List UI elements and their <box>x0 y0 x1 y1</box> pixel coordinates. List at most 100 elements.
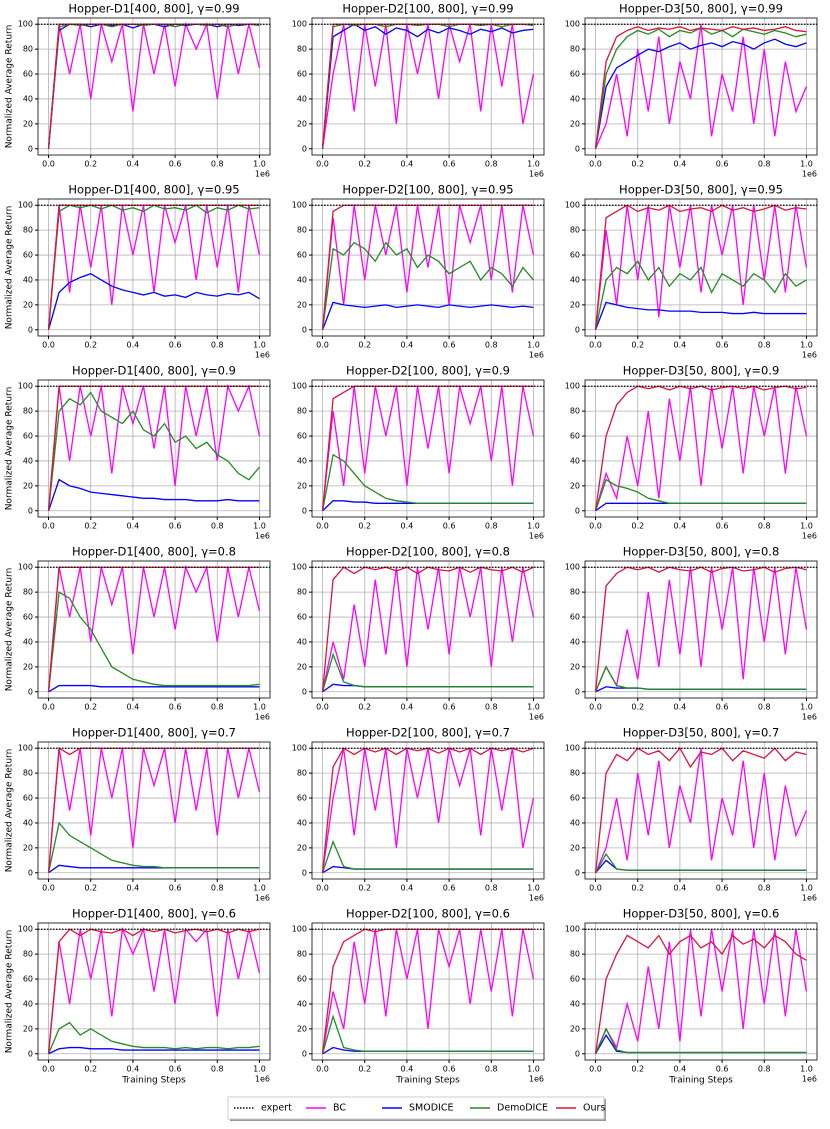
legend-label: Ours <box>583 1103 605 1114</box>
y-tick-label: 100 <box>565 20 580 29</box>
plot-frame <box>311 741 545 880</box>
x-tick-label: 0.6 <box>716 341 729 350</box>
plot-area <box>585 566 817 693</box>
plot-area <box>312 928 544 1055</box>
x-tick-label: 0.2 <box>631 341 644 350</box>
y-tick-label: 100 <box>18 201 33 210</box>
y-tick-label: 60 <box>570 251 580 260</box>
x-tick-label: 1.0 <box>253 160 266 169</box>
series-line <box>321 23 534 149</box>
legend-label: expert <box>261 1103 292 1114</box>
legend-label: DemoDICE <box>497 1103 548 1114</box>
y-tick-label: 40 <box>23 456 33 465</box>
x-tick-label: 0.8 <box>211 884 224 893</box>
series-line <box>594 748 808 874</box>
x-tick-label: 0.0 <box>589 703 602 712</box>
x-tick-label: 0.0 <box>316 703 329 712</box>
x-tick-label: 0.6 <box>443 884 456 893</box>
y-tick-label: 20 <box>23 119 33 128</box>
x-axis-label: Training Steps <box>668 1076 733 1086</box>
x-tick-label: 0.8 <box>485 884 498 893</box>
y-tick-label: 100 <box>565 744 580 753</box>
y-tick-label: 100 <box>292 563 307 572</box>
x-tick-label: 0.4 <box>674 703 687 712</box>
panel-title: Hopper-D3[50, 800], γ=0.7 <box>623 726 780 740</box>
x-tick-label: 0.8 <box>211 522 224 531</box>
y-tick-label: 80 <box>297 407 307 416</box>
plot-frame <box>584 741 818 880</box>
y-tick-label: 60 <box>23 975 33 984</box>
y-tick-label: 80 <box>23 45 33 54</box>
x-tick-label: 0.6 <box>443 703 456 712</box>
x-tick-label: 0.6 <box>169 1065 182 1074</box>
panel-title: Hopper-D3[50, 800], γ=0.6 <box>623 907 780 921</box>
x-tick-label: 0.6 <box>169 341 182 350</box>
y-tick-label: 40 <box>23 637 33 646</box>
y-tick-label: 0 <box>28 687 33 696</box>
y-tick-label: 0 <box>575 868 580 877</box>
x-tick-label: 0.2 <box>358 522 371 531</box>
x-tick-label: 0.0 <box>42 341 55 350</box>
x-tick-label: 0.6 <box>716 703 729 712</box>
plot-area <box>38 383 270 511</box>
y-tick-label: 20 <box>297 119 307 128</box>
series-line <box>321 747 534 873</box>
y-tick-label: 80 <box>570 226 580 235</box>
y-tick-label: 60 <box>23 70 33 79</box>
y-tick-label: 0 <box>302 868 307 877</box>
plot-frame <box>584 922 818 1061</box>
panel-title: Hopper-D2[100, 800], γ=0.6 <box>346 907 510 921</box>
series-line <box>47 21 261 149</box>
panel-title: Hopper-D1[400, 800], γ=0.9 <box>72 364 236 378</box>
x-tick-label: 0.2 <box>358 884 371 893</box>
x-offset-label: 1e6 <box>255 713 270 722</box>
x-tick-label: 0.4 <box>674 884 687 893</box>
plot-area <box>38 564 270 693</box>
x-tick-label: 0.4 <box>401 703 414 712</box>
panel-title: Hopper-D2[100, 800], γ=0.99 <box>342 2 513 16</box>
x-tick-label: 1.0 <box>800 160 813 169</box>
x-tick-label: 0.2 <box>84 1065 97 1074</box>
x-tick-label: 0.4 <box>401 1065 414 1074</box>
x-tick-label: 0.0 <box>316 1065 329 1074</box>
y-axis-label: Normalized Average Return <box>5 930 15 1054</box>
y-tick-label: 100 <box>292 925 307 934</box>
y-tick-label: 20 <box>297 481 307 490</box>
plot-area <box>585 23 817 150</box>
legend-label: BC <box>333 1103 346 1114</box>
series-line <box>594 204 807 330</box>
x-tick-label: 0.2 <box>84 703 97 712</box>
y-tick-label: 60 <box>297 70 307 79</box>
y-tick-label: 60 <box>570 794 580 803</box>
plot-area <box>585 204 817 331</box>
x-tick-label: 0.8 <box>758 341 771 350</box>
panel: Hopper-D3[50, 800], γ=0.8 0 20 40 60 80 100 0.0… <box>565 545 818 722</box>
y-tick-label: 20 <box>570 300 580 309</box>
plot-frame <box>311 198 545 337</box>
y-tick-label: 100 <box>292 744 307 753</box>
y-tick-label: 20 <box>297 300 307 309</box>
series-line <box>321 567 535 692</box>
series-line <box>48 1046 260 1055</box>
series-line <box>47 1021 260 1055</box>
series-line <box>594 934 807 1054</box>
x-tick-label: 0.0 <box>589 160 602 169</box>
y-tick-label: 80 <box>297 769 307 778</box>
x-tick-label: 0.0 <box>42 884 55 893</box>
plot-area <box>312 23 544 149</box>
y-tick-label: 0 <box>302 687 307 696</box>
series-line <box>321 386 535 511</box>
plot-frame <box>584 560 818 699</box>
plot-frame <box>37 17 271 156</box>
x-offset-label: 1e6 <box>529 532 544 541</box>
x-tick-label: 0.8 <box>758 703 771 712</box>
plot-frame <box>37 560 271 699</box>
x-tick-label: 1.0 <box>800 1065 813 1074</box>
panel: Hopper-D2[100, 800], γ=0.99 0 20 40 60 80 100 0… <box>292 2 545 179</box>
x-tick-label: 0.4 <box>674 522 687 531</box>
x-tick-label: 0.6 <box>443 522 456 531</box>
x-tick-label: 0.0 <box>589 884 602 893</box>
x-tick-label: 1.0 <box>527 884 540 893</box>
panel-title: Hopper-D1[400, 800], γ=0.6 <box>72 907 236 921</box>
series-line <box>321 1014 534 1054</box>
